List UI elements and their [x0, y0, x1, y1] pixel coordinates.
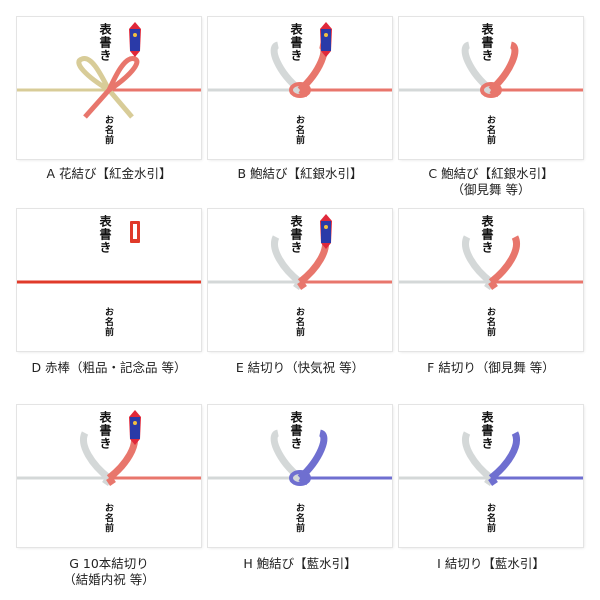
name-text: お名前	[294, 115, 304, 145]
caption-label: B 鮑結び【紅銀水引】	[237, 166, 363, 181]
loop-left	[76, 56, 134, 119]
omotegaki-text: 表書き	[289, 23, 303, 62]
mizuhiki-illustration	[208, 214, 392, 290]
caption-sub: （結婚内祝 等）	[63, 572, 155, 587]
item-caption: B 鮑結び【紅銀水引】	[208, 166, 392, 182]
noshi-card: 表書き お名前	[399, 209, 583, 351]
mizuhiki-illustration	[17, 22, 201, 119]
mizuhiki-illustration	[208, 22, 392, 98]
caption-label: A 花結び【紅金水引】	[46, 166, 172, 181]
omotegaki-text: 表書き	[480, 23, 494, 62]
name-text: お名前	[294, 503, 304, 533]
noshi-card: 表書き お名前	[208, 405, 392, 547]
name-text: お名前	[485, 115, 495, 145]
noshi-ornament-icon	[320, 214, 332, 249]
item-caption: F 結切り（御見舞 等）	[399, 360, 583, 376]
mizuhiki-illustration	[208, 429, 392, 486]
omotegaki-text: 表書き	[289, 411, 303, 450]
caption-label: H 鮑結び【藍水引】	[243, 556, 357, 571]
noshi-card: 表書き お名前	[399, 405, 583, 547]
noshi-card: 表書き お名前	[208, 17, 392, 159]
name-text: お名前	[103, 307, 113, 337]
item-caption: C 鮑結び【紅銀水引】 （御見舞 等）	[399, 166, 583, 198]
caption-label: F 結切り（御見舞 等）	[427, 360, 555, 375]
caption-sub: （御見舞 等）	[451, 182, 531, 197]
caption-label: E 結切り（快気祝 等）	[235, 360, 365, 375]
omotegaki-text: 表書き	[289, 215, 303, 254]
omotegaki-text: 表書き	[480, 411, 494, 450]
omotegaki-text: 表書き	[98, 23, 112, 62]
name-text: お名前	[103, 503, 113, 533]
curve-right	[488, 431, 520, 486]
omotegaki-text: 表書き	[480, 215, 494, 254]
noshi-ornament-icon	[129, 22, 141, 57]
mizuhiki-illustration	[399, 235, 583, 290]
loop-right	[83, 56, 140, 119]
omotegaki-text: 表書き	[98, 215, 112, 254]
noshi-card: 表書き お名前	[399, 17, 583, 159]
noshi-card: 表書き お名前	[17, 17, 201, 159]
caption-label: D 赤棒（粗品・記念品 等）	[31, 360, 187, 375]
caption-label: G 10本結切り	[69, 556, 149, 571]
mizuhiki-illustration	[17, 221, 201, 284]
name-text: お名前	[103, 115, 113, 145]
noshi-card: 表書き お名前	[17, 209, 201, 351]
item-caption: D 赤棒（粗品・記念品 等）	[17, 360, 201, 376]
item-caption: H 鮑結び【藍水引】	[208, 556, 392, 572]
caption-label: I 結切り【藍水引】	[437, 556, 545, 571]
omotegaki-text: 表書き	[98, 411, 112, 450]
mizuhiki-illustration	[399, 431, 583, 486]
noshi-icon	[130, 221, 140, 243]
noshi-card: 表書き お名前	[17, 405, 201, 547]
name-text: お名前	[485, 307, 495, 337]
mizuhiki-illustration	[399, 41, 583, 98]
name-text: お名前	[294, 307, 304, 337]
noshi-ornament-icon	[320, 22, 332, 57]
curve-right	[488, 235, 520, 290]
item-caption: I 結切り【藍水引】	[399, 556, 583, 572]
item-caption: E 結切り（快気祝 等）	[208, 360, 392, 376]
item-caption: G 10本結切り （結婚内祝 等）	[17, 556, 201, 588]
noshi-card: 表書き お名前	[208, 209, 392, 351]
mizuhiki-illustration	[17, 410, 201, 486]
caption-label: C 鮑結び【紅銀水引】	[428, 166, 554, 181]
noshi-ornament-icon	[129, 410, 141, 445]
item-caption: A 花結び【紅金水引】	[17, 166, 201, 182]
name-text: お名前	[485, 503, 495, 533]
